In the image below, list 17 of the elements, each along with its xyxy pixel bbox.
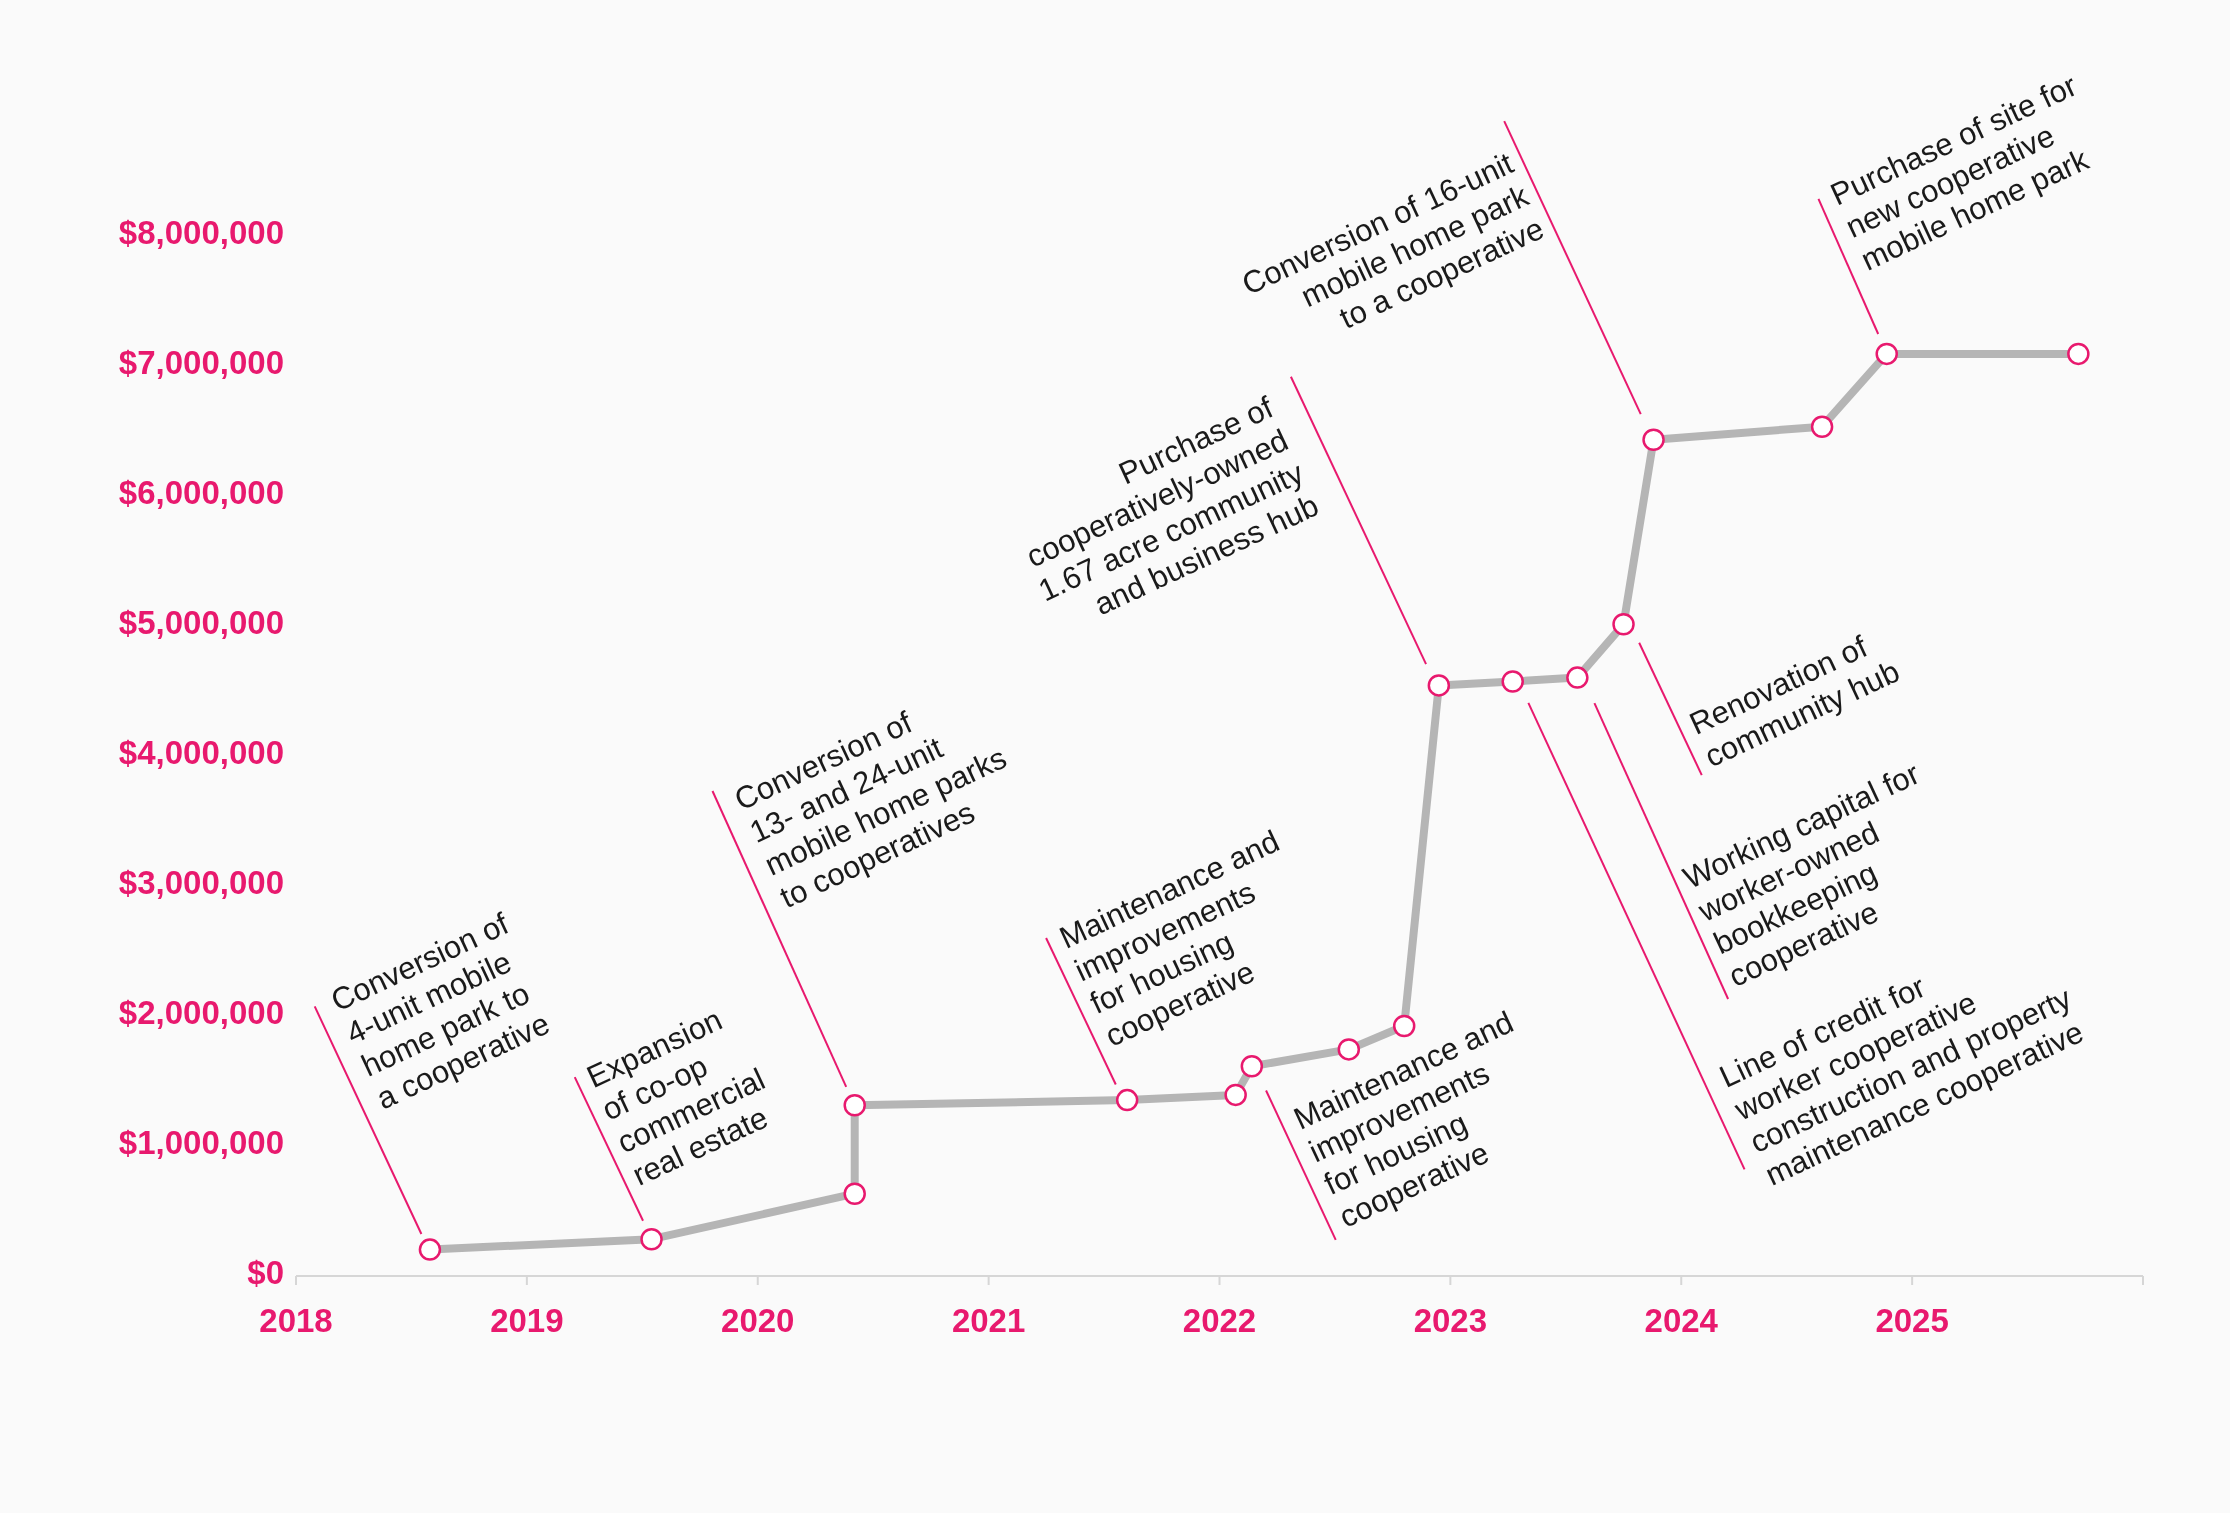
y-tick-label: $3,000,000 [118,864,284,901]
x-tick-label: 2020 [721,1302,795,1339]
x-tick-label: 2024 [1644,1302,1719,1339]
x-tick-label: 2018 [259,1302,333,1339]
x-tick-label: 2023 [1413,1302,1488,1339]
y-tick-label: $7,000,000 [118,344,284,381]
y-tick-label: $8,000,000 [118,214,284,251]
y-tick-label: $1,000,000 [118,1124,284,1161]
x-tick-label: 2025 [1875,1302,1949,1339]
x-tick-label: 2019 [490,1302,564,1339]
x-tick-label: 2022 [1182,1302,1257,1339]
y-tick-label: $2,000,000 [118,994,284,1031]
x-tick-label: 2021 [951,1302,1026,1339]
y-tick-label: $5,000,000 [118,604,284,641]
y-tick-label: $6,000,000 [118,474,284,511]
y-tick-label: $0 [247,1254,284,1291]
y-tick-label: $4,000,000 [118,734,284,771]
